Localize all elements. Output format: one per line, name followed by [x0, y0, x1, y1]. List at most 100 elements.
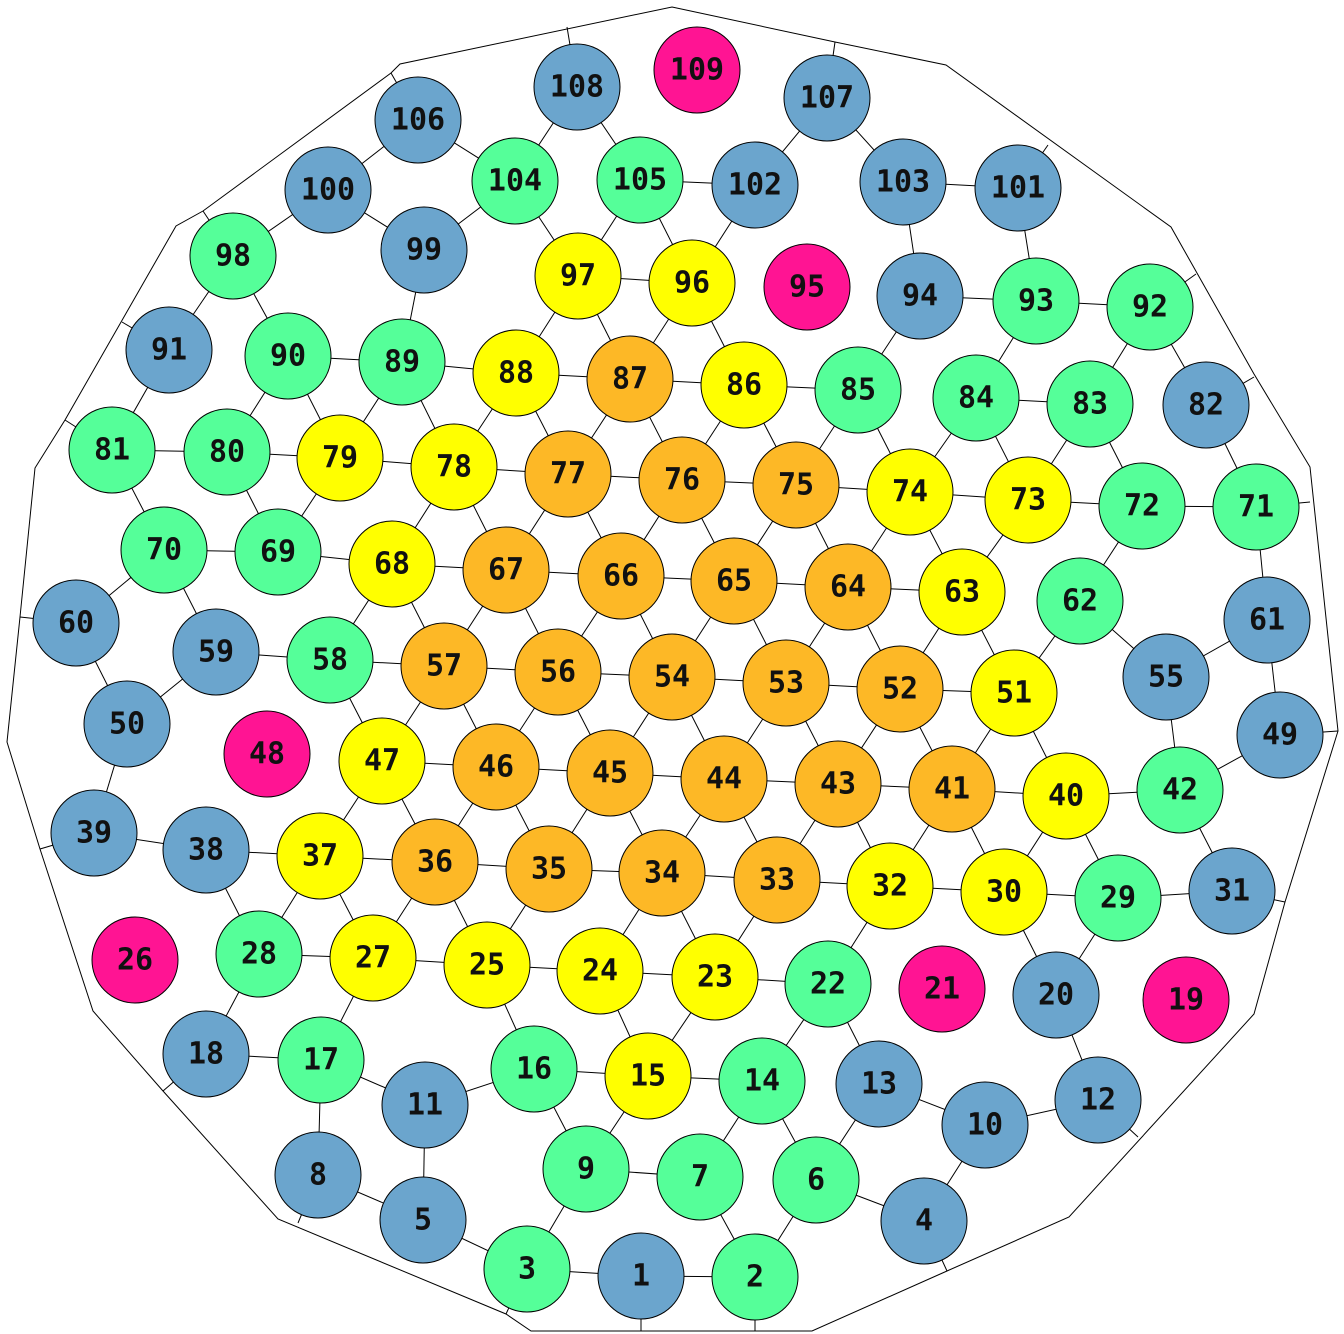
node-label-46: 46: [478, 750, 514, 785]
node-circle-106: [374, 76, 462, 164]
node-circle-8: [274, 1131, 362, 1219]
node-label-78: 78: [436, 450, 472, 485]
node-label-29: 29: [1100, 881, 1136, 916]
node-label-34: 34: [644, 856, 680, 891]
node-label-88: 88: [498, 356, 534, 391]
node-100: 100: [284, 146, 372, 234]
node-94: 94: [876, 252, 964, 340]
node-circle-28: [215, 910, 303, 998]
node-label-43: 43: [820, 767, 856, 802]
node-label-31: 31: [1214, 874, 1250, 909]
node-circle-73: [984, 456, 1072, 544]
node-83: 83: [1046, 360, 1134, 448]
node-label-85: 85: [840, 373, 876, 408]
node-circle-66: [577, 532, 665, 620]
node-77: 77: [524, 430, 612, 518]
node-105: 105: [596, 136, 684, 224]
node-label-45: 45: [592, 756, 628, 791]
node-circle-33: [733, 836, 821, 924]
node-label-98: 98: [215, 239, 251, 274]
node-label-93: 93: [1018, 284, 1054, 319]
node-circle-99: [380, 206, 468, 294]
node-88: 88: [472, 329, 560, 417]
node-17: 17: [277, 1016, 365, 1104]
node-44: 44: [680, 735, 768, 823]
node-32: 32: [846, 842, 934, 930]
node-circle-9: [542, 1125, 630, 1213]
node-label-68: 68: [374, 547, 410, 582]
node-circle-77: [524, 430, 612, 518]
node-circle-82: [1162, 361, 1250, 449]
node-86: 86: [700, 341, 788, 429]
node-circle-89: [358, 318, 446, 406]
node-46: 46: [452, 723, 540, 811]
node-label-79: 79: [322, 441, 358, 476]
node-label-92: 92: [1132, 290, 1168, 325]
node-label-105: 105: [613, 163, 667, 198]
node-label-61: 61: [1249, 603, 1285, 638]
node-circle-23: [671, 933, 759, 1021]
node-39: 39: [50, 789, 138, 877]
node-label-14: 14: [744, 1064, 780, 1099]
node-25: 25: [443, 921, 531, 1009]
node-label-87: 87: [612, 362, 648, 397]
node-label-1: 1: [632, 1259, 650, 1294]
node-circle-95: [763, 243, 851, 331]
node-circle-16: [490, 1025, 578, 1113]
node-label-5: 5: [414, 1203, 432, 1238]
node-31: 31: [1188, 847, 1276, 935]
node-label-2: 2: [746, 1260, 764, 1295]
node-16: 16: [490, 1025, 578, 1113]
node-15: 15: [604, 1032, 692, 1120]
node-circle-55: [1122, 633, 1210, 721]
node-label-70: 70: [146, 533, 182, 568]
node-95: 95: [763, 243, 851, 331]
node-label-55: 55: [1148, 660, 1184, 695]
node-85: 85: [814, 346, 902, 434]
node-label-77: 77: [550, 457, 586, 492]
node-26: 26: [91, 916, 179, 1004]
node-label-20: 20: [1038, 978, 1074, 1013]
node-circle-67: [462, 526, 550, 614]
node-label-37: 37: [302, 839, 338, 874]
node-label-86: 86: [726, 368, 762, 403]
node-6: 6: [772, 1136, 860, 1224]
node-circle-41: [908, 745, 996, 833]
node-label-94: 94: [902, 279, 938, 314]
node-108: 108: [533, 43, 621, 131]
node-24: 24: [556, 927, 644, 1015]
node-label-16: 16: [516, 1052, 552, 1087]
node-label-106: 106: [391, 103, 445, 138]
node-circle-38: [162, 806, 250, 894]
node-63: 63: [918, 548, 1006, 636]
node-circle-75: [752, 441, 840, 529]
node-93: 93: [992, 257, 1080, 345]
node-89: 89: [358, 318, 446, 406]
node-circle-72: [1098, 462, 1186, 550]
node-label-25: 25: [469, 948, 505, 983]
node-label-57: 57: [426, 649, 462, 684]
node-label-59: 59: [198, 635, 234, 670]
node-label-107: 107: [800, 81, 854, 116]
node-37: 37: [276, 812, 364, 900]
node-61: 61: [1223, 576, 1311, 664]
node-circle-49: [1236, 691, 1324, 779]
node-label-12: 12: [1080, 1083, 1116, 1118]
node-label-22: 22: [810, 967, 846, 1002]
node-circle-13: [835, 1040, 923, 1128]
node-circle-103: [859, 138, 947, 226]
node-label-82: 82: [1188, 388, 1224, 423]
node-2: 2: [711, 1233, 799, 1321]
node-55: 55: [1122, 633, 1210, 721]
node-circle-53: [742, 639, 830, 727]
node-circle-52: [856, 645, 944, 733]
node-13: 13: [835, 1040, 923, 1128]
node-label-10: 10: [967, 1108, 1003, 1143]
node-label-49: 49: [1262, 718, 1298, 753]
node-circle-54: [628, 633, 716, 721]
node-circle-94: [876, 252, 964, 340]
node-label-9: 9: [577, 1152, 595, 1187]
node-label-109: 109: [670, 53, 724, 88]
node-101: 101: [974, 144, 1062, 232]
node-23: 23: [671, 933, 759, 1021]
